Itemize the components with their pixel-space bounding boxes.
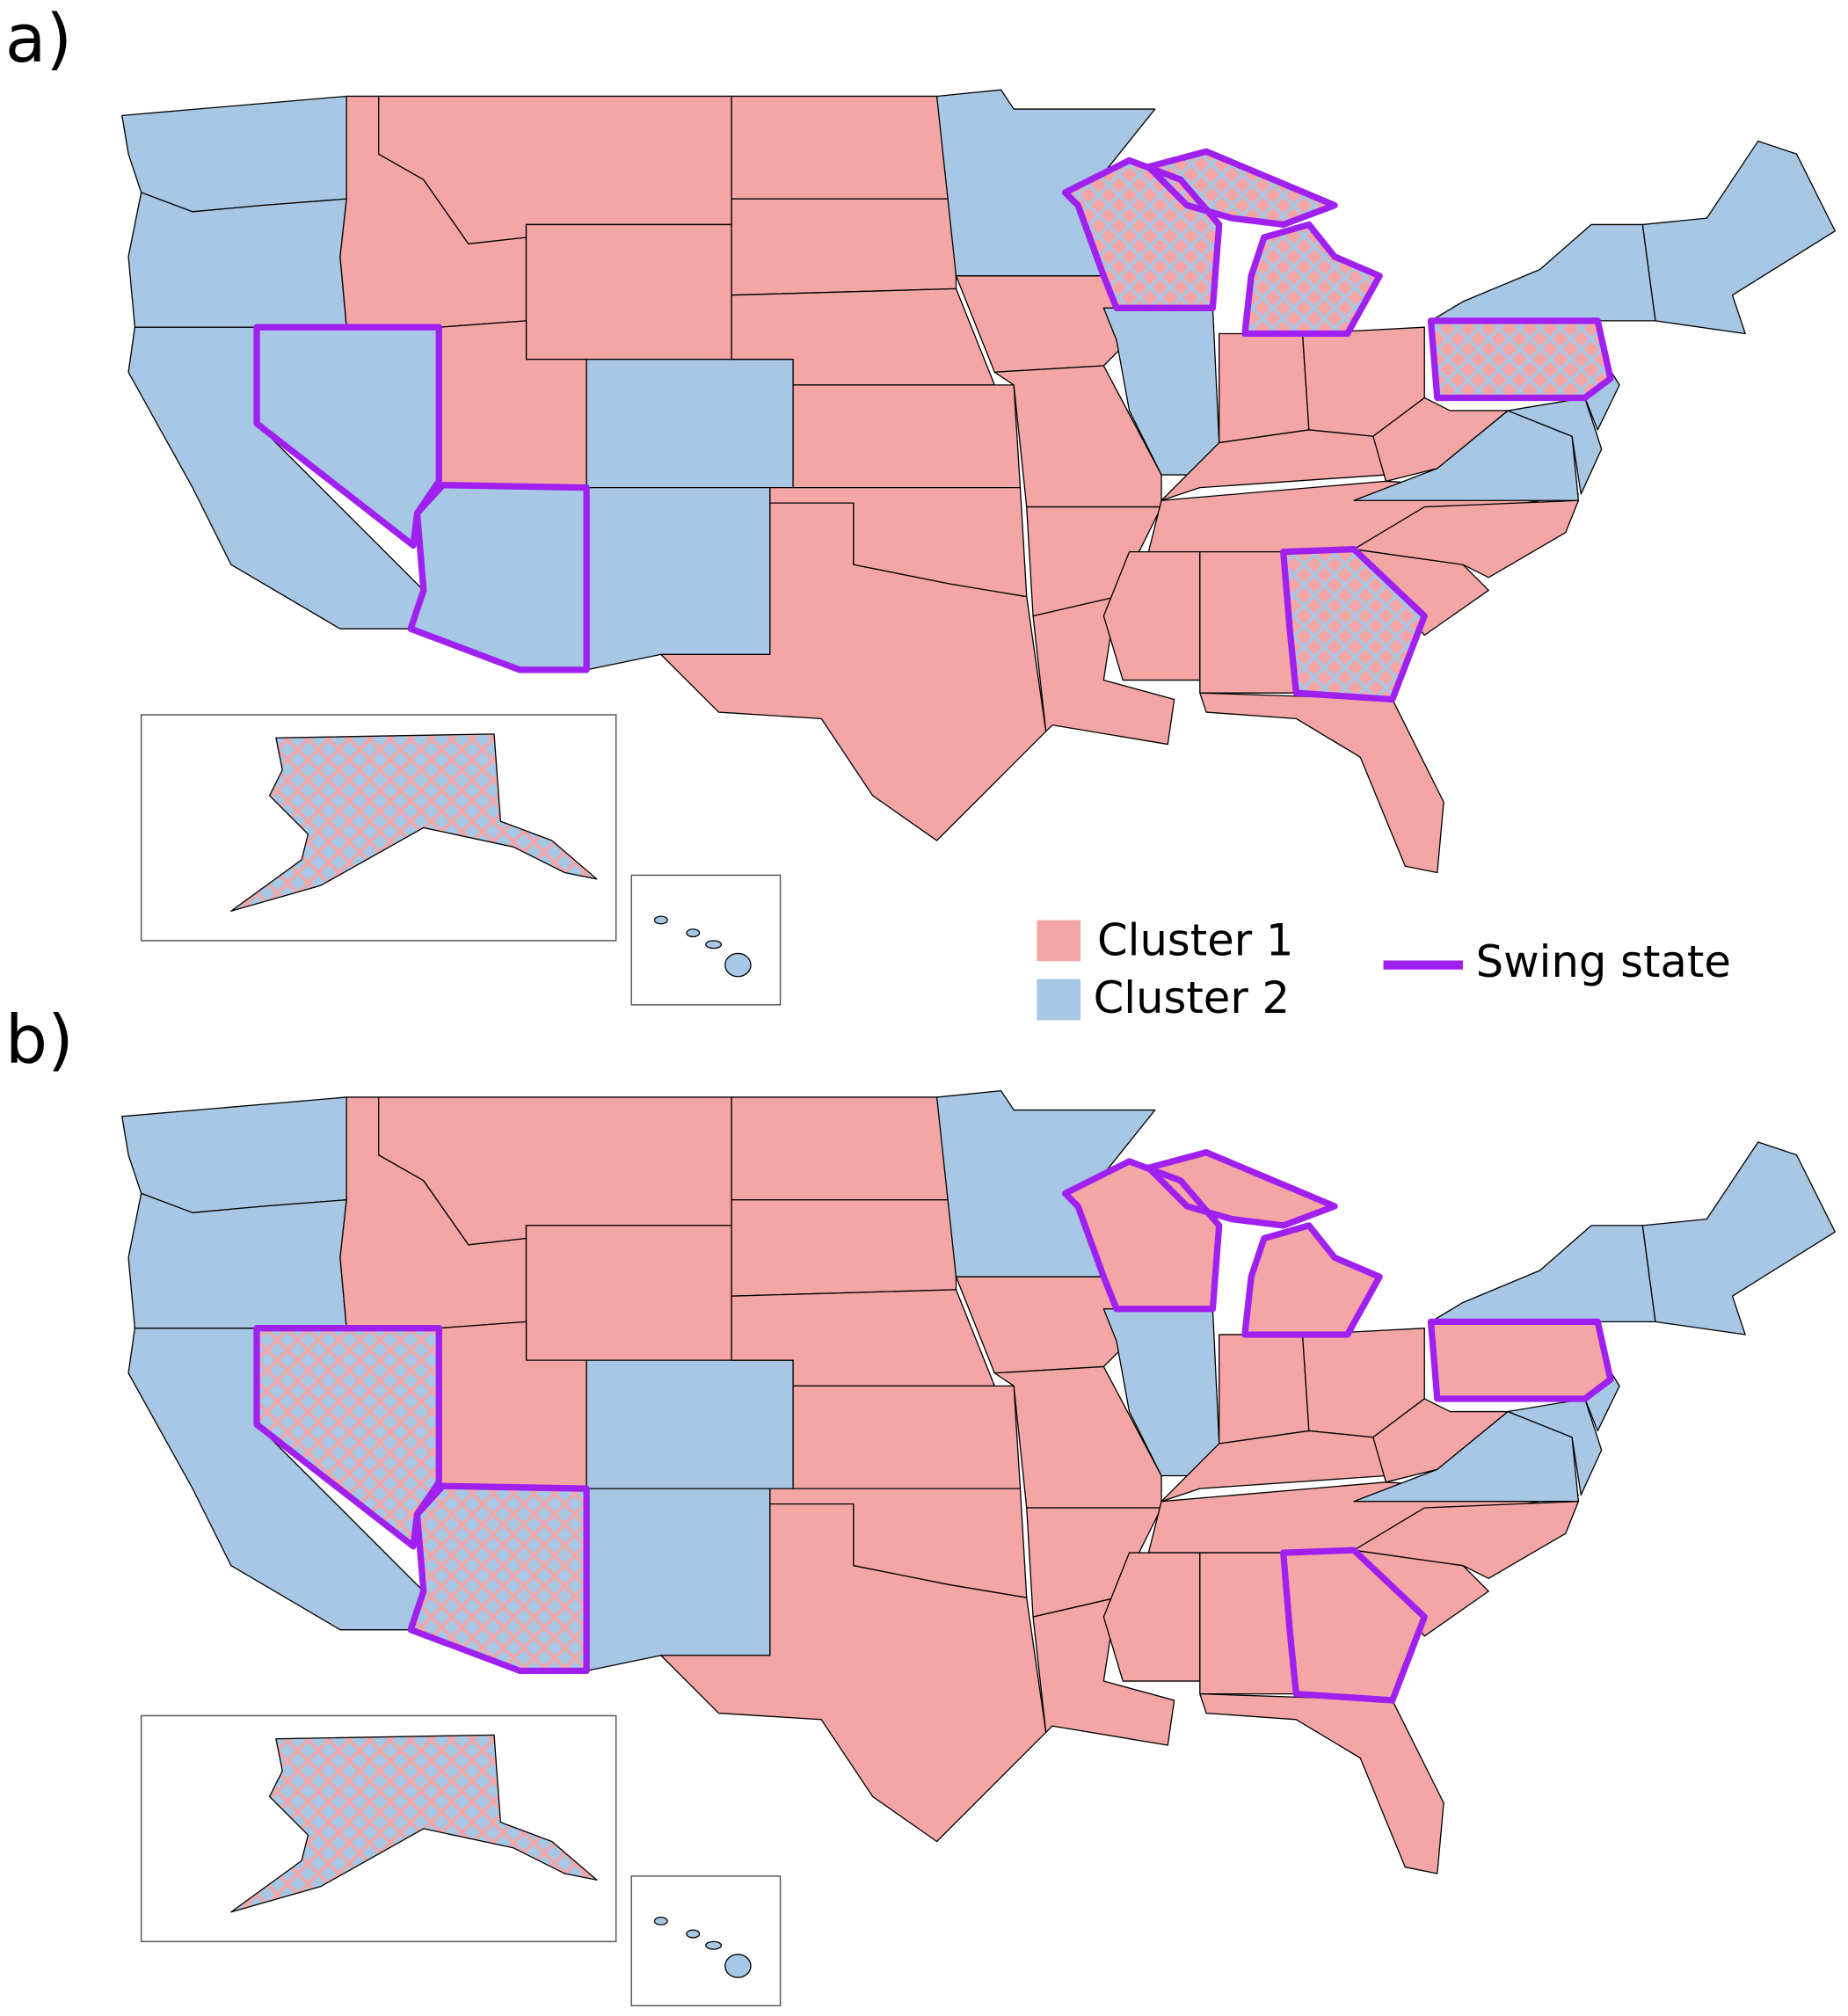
state: [1199, 550, 1297, 694]
swing-outline: [1427, 317, 1614, 402]
state: [792, 1385, 1022, 1489]
state: [1430, 1321, 1612, 1400]
swing-outline: [1145, 148, 1338, 229]
legend-label: Cluster 2: [1094, 972, 1290, 1023]
state: [121, 1096, 347, 1213]
state: [731, 198, 957, 296]
state: [731, 1199, 957, 1297]
state: [955, 1276, 1131, 1374]
alaska: [230, 1734, 598, 1913]
state: [1430, 320, 1612, 399]
swing-outline: [1280, 546, 1428, 703]
legend-label: Cluster 1: [1097, 914, 1293, 965]
hawaii-island: [653, 915, 668, 925]
swing-outline: [1427, 1318, 1614, 1402]
hawaii-island: [653, 1916, 668, 1926]
hawaii-island: [705, 940, 723, 950]
state: [586, 486, 771, 671]
state: [1199, 692, 1444, 874]
state: [1102, 1308, 1220, 1477]
swing-outline: [1241, 221, 1383, 338]
alaska: [230, 733, 598, 912]
hawaii-island: [686, 928, 701, 938]
panel: b): [5, 1001, 1836, 2007]
state: [731, 95, 957, 200]
state: [1102, 550, 1201, 681]
hawaii-island: [705, 1940, 723, 1950]
swing-outline: [407, 1482, 590, 1675]
state: [586, 1359, 794, 1489]
state: [127, 192, 347, 328]
state: [792, 384, 1022, 489]
swing-outline: [1280, 1547, 1428, 1704]
state: [1430, 1225, 1656, 1323]
state: [586, 1488, 771, 1672]
state: [1102, 1552, 1201, 1682]
legend: Cluster 1 Cluster 2 Swing state: [1037, 914, 1731, 1023]
state: [525, 223, 732, 360]
state: [1641, 1141, 1836, 1336]
panel: a): [5, 0, 1836, 1006]
state: [127, 1192, 347, 1329]
hawaii-inset: [630, 1875, 782, 2007]
legend-swatch: [1037, 920, 1081, 962]
state: [660, 1503, 1047, 1843]
state: [1199, 1552, 1297, 1695]
hawaii-island: [686, 1929, 701, 1939]
state: [1641, 140, 1836, 335]
swing-outline: [407, 482, 590, 673]
state: [731, 1096, 957, 1201]
state: [1102, 307, 1220, 476]
panel-label: a): [5, 0, 72, 77]
hawaii-island: [724, 952, 752, 978]
state: [1219, 332, 1310, 444]
state: [121, 95, 347, 213]
state: [1199, 1692, 1444, 1874]
state: [1430, 223, 1656, 322]
hawaii-inset: [630, 874, 782, 1006]
swing-outline: [1241, 1222, 1383, 1338]
maps: a) b): [5, 0, 1836, 2007]
state: [1353, 499, 1580, 579]
state: [1353, 1501, 1580, 1579]
state: [660, 502, 1047, 841]
legend-label: Swing state: [1476, 936, 1731, 987]
state: [586, 359, 794, 489]
panel-label: b): [5, 1001, 74, 1079]
legend-swatch: [1037, 979, 1081, 1021]
state: [955, 275, 1131, 373]
state: [1219, 1334, 1310, 1445]
state: [525, 1225, 732, 1361]
swing-outline: [1145, 1149, 1338, 1229]
hawaii-island: [724, 1954, 752, 1978]
